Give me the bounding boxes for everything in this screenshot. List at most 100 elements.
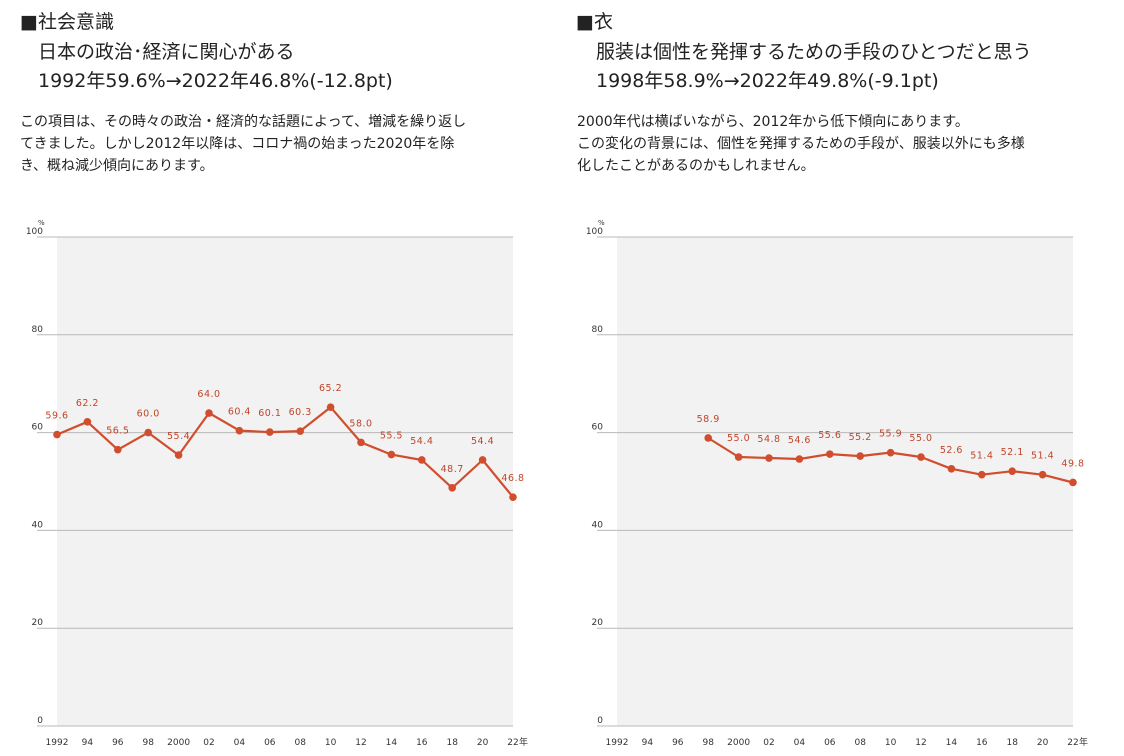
subtitle-change: 1998年58.9%→2022年49.8%(-9.1pt) [596, 70, 939, 92]
section-heading: ■衣 [576, 11, 613, 33]
data-point [1008, 467, 1016, 476]
data-label: 55.9 [879, 429, 902, 440]
data-label: 60.4 [228, 407, 251, 418]
y-tick-label: 100 [586, 227, 603, 237]
data-point [387, 450, 396, 459]
x-tick-label: 96 [112, 738, 124, 748]
data-label: 52.6 [940, 445, 963, 456]
x-tick-label: 04 [234, 738, 246, 748]
x-tick-label: 2000 [727, 738, 750, 748]
data-point [1038, 470, 1047, 479]
data-point [734, 453, 743, 461]
x-tick-label: 16 [416, 738, 428, 748]
data-label: 52.1 [1001, 447, 1024, 458]
y-tick-label: 80 [592, 325, 604, 335]
x-tick-label: 02 [203, 738, 214, 748]
data-point [826, 450, 834, 458]
x-tick-label: 18 [446, 738, 458, 748]
data-point [509, 493, 517, 501]
x-tick-label: 16 [976, 738, 988, 748]
x-tick-label: 18 [1006, 738, 1018, 748]
x-tick-label: 10 [885, 738, 897, 748]
data-point [886, 448, 895, 457]
x-tick-label: 20 [1037, 738, 1049, 748]
description-line: この項目は、その時々の政治・経済的な話題によって、増減を繰り返し [20, 114, 467, 130]
subtitle-change: 1992年59.6%→2022年46.8%(-12.8pt) [38, 70, 393, 92]
description: 2000年代は横ばいながら、2012年から低下傾向にあります。 この変化の背景に… [577, 111, 1097, 177]
data-label: 58.9 [697, 414, 720, 425]
subtitle-question: 日本の政治･経済に関心がある [38, 41, 295, 63]
x-tick-label: 06 [824, 738, 836, 748]
x-tick-label: 1992 [606, 738, 629, 748]
description-line: この変化の背景には、個性を発揮するための手段が、服装以外にも多様 [577, 136, 1025, 152]
y-tick-label: 60 [592, 423, 604, 433]
x-tick-label: 06 [264, 738, 276, 748]
data-point [418, 456, 426, 464]
x-tick-label: 02 [763, 738, 774, 748]
plot-area [57, 237, 513, 726]
data-label: 59.6 [45, 411, 68, 422]
data-label: 60.3 [289, 407, 312, 418]
x-tick-label: 04 [794, 738, 806, 748]
data-point [53, 430, 61, 439]
data-point [856, 452, 864, 460]
data-label: 58.0 [349, 418, 372, 429]
y-tick-label: 0 [37, 716, 43, 726]
data-point [765, 454, 773, 462]
x-tick-label: 2000 [167, 738, 190, 748]
data-label: 48.7 [441, 464, 464, 475]
series-line [56, 406, 514, 498]
y-unit-label: % [598, 219, 605, 227]
description: この項目は、その時々の政治・経済的な話題によって、増減を繰り返し てきました。し… [20, 111, 540, 177]
data-label: 51.4 [1031, 451, 1054, 462]
x-tick-label: 12 [355, 738, 366, 748]
data-label: 54.8 [757, 434, 780, 445]
x-tick-label: 96 [672, 738, 684, 748]
y-tick-label: 20 [32, 618, 44, 628]
x-tick-label: 22 [1067, 738, 1078, 748]
data-label: 64.0 [197, 389, 220, 400]
data-label: 49.8 [1061, 458, 1084, 469]
data-label: 54.4 [410, 436, 433, 447]
data-label: 55.0 [909, 433, 932, 444]
data-label: 55.2 [849, 432, 872, 443]
data-label: 55.6 [818, 430, 841, 441]
data-label: 65.2 [319, 383, 342, 394]
x-tick-label: 08 [294, 738, 306, 748]
data-point [144, 428, 152, 437]
x-tick-label: 22 [507, 738, 518, 748]
data-label: 55.5 [380, 431, 403, 442]
y-tick-label: 80 [32, 325, 44, 335]
x-tick-label: 94 [642, 738, 654, 748]
y-tick-label: 60 [32, 423, 44, 433]
data-point [326, 403, 335, 411]
data-label: 51.4 [970, 451, 993, 462]
data-label: 55.4 [167, 431, 190, 442]
x-tick-label: 94 [82, 738, 94, 748]
subtitle-question: 服装は個性を発揮するための手段のひとつだと思う [596, 41, 1032, 63]
plot-area [617, 237, 1073, 726]
data-point [83, 418, 92, 426]
data-label: 62.2 [76, 398, 99, 409]
data-point [795, 455, 804, 463]
y-tick-label: 100 [26, 227, 43, 237]
data-point [266, 428, 274, 436]
data-label: 56.5 [106, 426, 129, 437]
data-point [205, 409, 213, 417]
description-line: き、概ね減少傾向にあります。 [20, 158, 214, 174]
x-tick-label: 10 [325, 738, 337, 748]
data-point [357, 438, 365, 447]
data-label: 54.6 [788, 435, 811, 446]
data-point [174, 451, 183, 459]
line-chart-political-interest: 0 20 40 60 80 100% 1992 94 96 98 2000 02 04 06 08 10 12 1… [26, 219, 528, 748]
data-label: 55.0 [727, 433, 750, 444]
y-tick-label: 40 [592, 520, 604, 530]
data-label: 46.8 [501, 473, 524, 484]
x-tick-label: 12 [915, 738, 926, 748]
x-tick-label: 98 [702, 738, 714, 748]
data-point [448, 484, 457, 492]
data-point [114, 445, 122, 454]
x-tick-label: 98 [142, 738, 154, 748]
data-label: 60.1 [258, 408, 281, 419]
data-label: 60.0 [137, 409, 160, 420]
